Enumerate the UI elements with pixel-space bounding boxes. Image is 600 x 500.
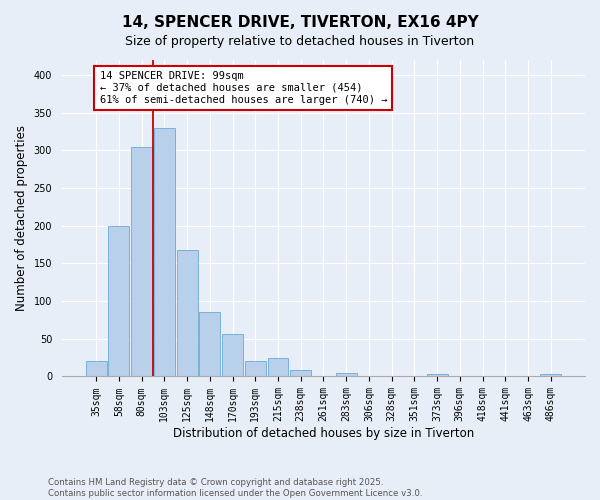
Bar [427,374,448,376]
Bar [154,128,175,376]
Bar [109,226,130,376]
Bar [131,146,152,376]
Text: Contains HM Land Registry data © Crown copyright and database right 2025.
Contai: Contains HM Land Registry data © Crown c… [48,478,422,498]
Text: Size of property relative to detached houses in Tiverton: Size of property relative to detached ho… [125,35,475,48]
Bar [290,370,311,376]
Bar [245,362,266,376]
Bar [336,372,356,376]
Y-axis label: Number of detached properties: Number of detached properties [15,125,28,311]
Text: 14, SPENCER DRIVE, TIVERTON, EX16 4PY: 14, SPENCER DRIVE, TIVERTON, EX16 4PY [122,15,478,30]
Bar [86,362,107,376]
X-axis label: Distribution of detached houses by size in Tiverton: Distribution of detached houses by size … [173,427,474,440]
Bar [176,250,197,376]
Bar [268,358,289,376]
Text: 14 SPENCER DRIVE: 99sqm
← 37% of detached houses are smaller (454)
61% of semi-d: 14 SPENCER DRIVE: 99sqm ← 37% of detache… [100,72,387,104]
Bar [222,334,243,376]
Bar [541,374,561,376]
Bar [199,312,220,376]
